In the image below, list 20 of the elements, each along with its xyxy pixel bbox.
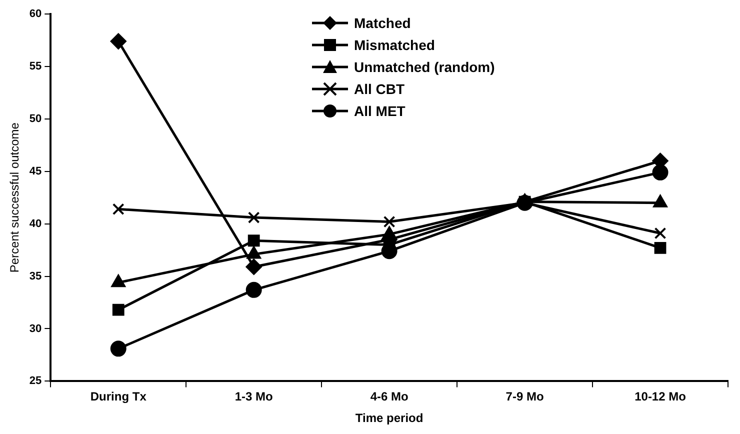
y-tick-label: 30 [29,322,42,335]
y-tick-label: 55 [29,60,42,72]
x-tick-label: 10-12 Mo [634,390,686,404]
y-axis-title: Percent successful outcome [8,122,22,273]
y-tick-label: 35 [29,270,42,282]
x-tick-label: 4-6 Mo [370,390,408,404]
y-tick-label: 25 [29,375,42,388]
legend-label: Unmatched (random) [354,59,495,75]
y-tick-label: 40 [29,218,42,230]
y-tick-label: 50 [29,112,42,125]
y-tick-label: 45 [29,165,42,178]
x-axis-title: Time period [355,411,424,426]
y-tick-label: 60 [29,8,42,20]
legend-label: All CBT [354,81,405,97]
x-tick-label: 7-9 Mo [506,390,544,404]
x-tick-label: During Tx [90,390,147,404]
x-tick-label: 1-3 Mo [234,390,273,404]
legend-label: Matched [354,15,411,31]
legend-label: Mismatched [354,37,435,53]
legend-label: All MET [354,103,406,119]
